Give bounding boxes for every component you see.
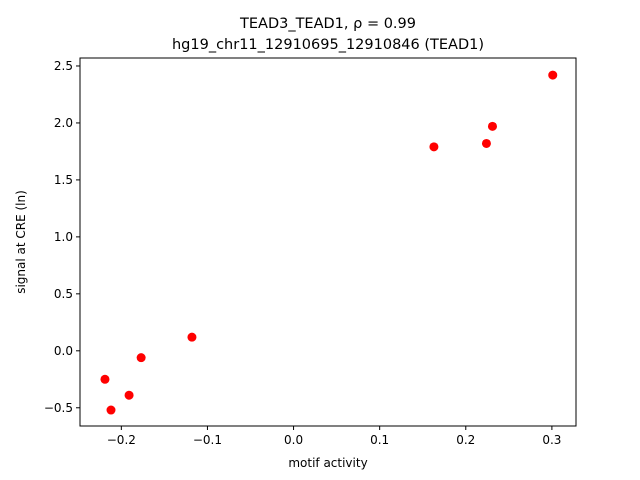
chart-title-line2: hg19_chr11_12910695_12910846 (TEAD1) (172, 37, 484, 53)
y-tick-label: 1.0 (54, 230, 73, 244)
scatter-point (187, 332, 197, 342)
plot-area-frame (79, 57, 577, 427)
x-tick-label: 0.1 (370, 433, 389, 447)
scatter-point (136, 353, 146, 363)
y-tick-label: 2.0 (54, 116, 73, 130)
y-tick-label: 0.0 (54, 344, 73, 358)
x-tick-label: 0.0 (284, 433, 303, 447)
y-axis-label: signal at CRE (ln) (14, 190, 28, 294)
scatter-point (124, 390, 134, 400)
y-axis-ticks: −0.5 0.0 0.5 1.0 1.5 2.0 2.5 (44, 59, 80, 415)
x-tick-label: −0.2 (107, 433, 136, 447)
x-tick-label: −0.1 (193, 433, 222, 447)
scatter-point (481, 138, 491, 148)
chart-title-line1: TEAD3_TEAD1, ρ = 0.99 (239, 16, 416, 32)
y-tick-label: −0.5 (44, 401, 73, 415)
y-tick-label: 2.5 (54, 59, 73, 73)
x-axis-ticks: −0.2 −0.1 0.0 0.1 0.2 0.3 (107, 426, 561, 447)
scatter-point (548, 70, 558, 80)
data-points (100, 70, 558, 415)
x-tick-label: 0.3 (542, 433, 561, 447)
x-axis-label: motif activity (288, 456, 367, 470)
scatter-point (100, 374, 110, 384)
y-tick-label: 0.5 (54, 287, 73, 301)
scatter-point (487, 121, 497, 131)
scatter-point (429, 142, 439, 152)
x-tick-label: 0.2 (456, 433, 475, 447)
y-tick-label: 1.5 (54, 173, 73, 187)
scatter-point (106, 405, 116, 415)
